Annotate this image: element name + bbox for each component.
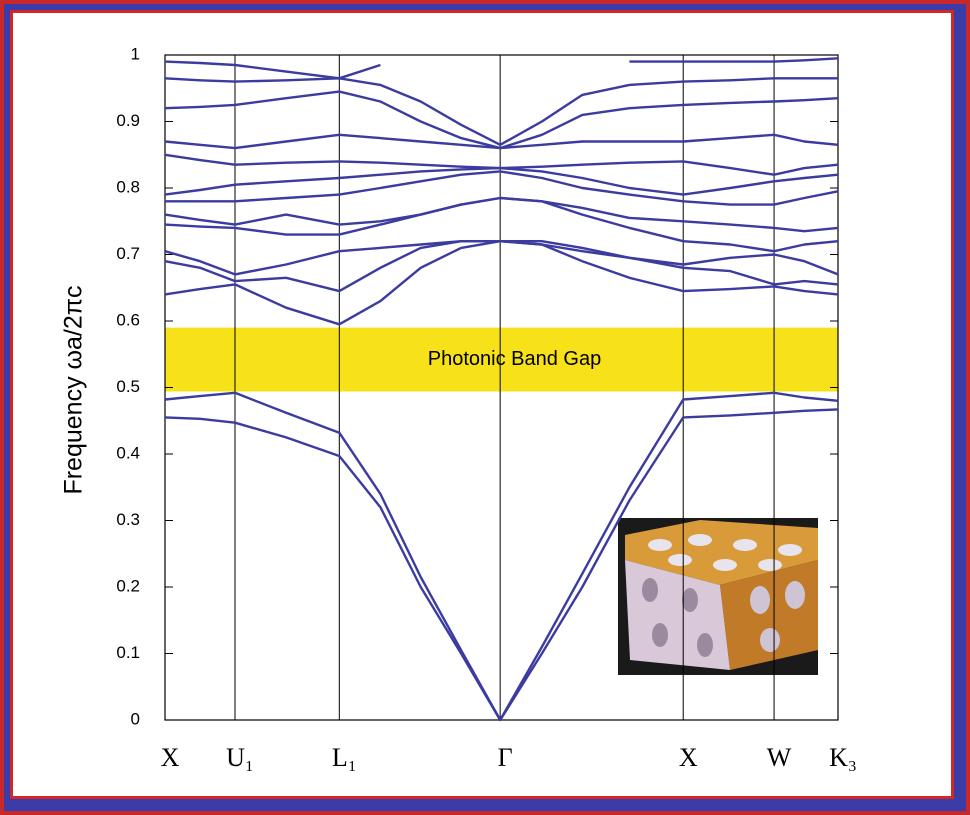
band-line — [165, 241, 838, 324]
y-tick-label: 0.6 — [116, 310, 140, 329]
band-line — [165, 198, 838, 231]
y-tick-label: 0.8 — [116, 177, 140, 196]
y-tick-label: 0.4 — [116, 443, 140, 462]
x-tick-label: X — [679, 743, 698, 772]
y-tick-label: 0.9 — [116, 111, 140, 130]
chart: Frequency ωa/2πc Photonic Band Gap 0 0.1 0.… — [0, 0, 970, 815]
y-axis-label: Frequency ωa/2πc — [60, 285, 88, 494]
y-tick-label: 0.2 — [116, 576, 140, 595]
x-tick-label: L₁ — [332, 743, 357, 772]
x-tick-label: Γ — [498, 743, 513, 772]
band-gap-label: Photonic Band Gap — [428, 348, 601, 370]
y-tick-label: 0.1 — [116, 643, 140, 662]
band-line — [165, 58, 838, 78]
x-tick-label: W — [767, 743, 792, 772]
x-tick-label: X — [161, 743, 180, 772]
y-tick-label: 1 — [131, 44, 140, 63]
x-tick-label: K₃ — [829, 743, 857, 772]
band-line — [165, 92, 838, 149]
page: Frequency ωa/2πc Photonic Band Gap 0 0.1 0.… — [0, 0, 970, 815]
band-line — [165, 135, 838, 148]
y-tick-label: 0.7 — [116, 244, 140, 263]
band-line — [165, 78, 838, 145]
band-line — [165, 241, 838, 291]
y-tick-label: 0.5 — [116, 377, 140, 396]
x-tick-label: U₁ — [226, 743, 254, 772]
inset-structure — [618, 518, 818, 675]
y-tick-label: 0 — [131, 709, 140, 728]
y-tick-label: 0.3 — [116, 510, 140, 529]
